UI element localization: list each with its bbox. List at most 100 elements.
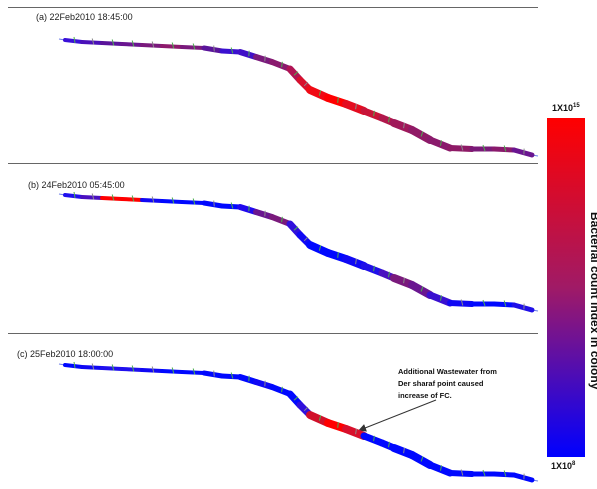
cross-section-tick [420,286,424,292]
river-segment [80,195,104,200]
cross-section-tick [403,277,405,284]
cross-section-tick [460,469,464,476]
cross-section-tick [337,422,339,428]
cross-section-tick [318,90,322,96]
cross-section-tick [213,45,215,52]
colorbar-max-base: 1X10 [552,103,574,113]
river-segment [140,43,164,48]
annotation-text: Additional Wastewater from Der sharaf po… [398,367,497,400]
cross-section-tick [337,252,339,258]
cross-section-tick [373,265,375,272]
cross-section-tick [355,428,357,435]
cross-section-tick [192,198,196,205]
cross-section-tick [388,441,390,448]
cross-section-tick [303,81,309,87]
river-segment [63,363,84,369]
colorbar [547,118,585,457]
panel-c-timestamp: 25Feb2010 18:00:00 [30,349,114,359]
river-segment [140,198,164,203]
river-segment [511,147,535,158]
river-segment [120,367,144,372]
river-segment [80,40,104,45]
panel-b-label: (b) [28,180,39,190]
river-segment [447,300,475,307]
panel-a-caption: (a) 22Feb2010 18:45:00 [36,12,133,22]
cross-section-tick [318,415,322,421]
cross-section-tick [230,202,234,209]
river-segment [160,369,184,374]
river-segment [219,48,243,55]
panel-a-label: (a) [36,12,47,22]
river-segment [63,193,84,199]
river-segment [491,301,517,308]
river-segment [447,470,475,477]
cross-section-tick [388,271,390,278]
cross-section-tick [281,61,283,68]
cross-section-tick [293,226,299,231]
river-segment [219,373,243,380]
river-segment [160,44,184,49]
river-panel-b [58,191,539,313]
cross-section-tick [131,195,135,202]
river-segment [491,471,517,478]
cross-section-tick [460,144,464,151]
annotation-arrow [358,399,437,432]
cross-section-tick [281,386,283,393]
river-panel-a [58,36,539,158]
cross-section-tick [73,361,76,369]
cross-section-tick [482,469,486,477]
cross-section-tick [73,191,76,199]
cross-section-tick [388,116,390,123]
river-segment [100,196,124,201]
cross-section-tick [91,38,95,45]
cross-section-tick [420,131,424,137]
colorbar-max-exponent: 15 [573,103,580,109]
river-segment [100,41,124,46]
river-segment [180,200,206,205]
colorbar-min-label: 1X108 [551,461,575,471]
panel-b-timestamp: 24Feb2010 05:45:00 [41,180,125,190]
panel-a-timestamp: 22Feb2010 18:45:00 [49,12,133,22]
panel-divider-1 [8,163,538,164]
colorbar-title: Bacterial count index in colony [588,212,597,390]
river-segment [120,197,144,202]
cross-section-tick [151,196,155,203]
river-segment [63,38,84,44]
river-segment [511,472,535,483]
river-segment [120,42,144,47]
river-segment [426,461,454,477]
cross-section-tick [403,447,405,454]
cross-section-tick [151,366,155,373]
cross-section-tick [73,36,76,44]
colorbar-min-base: 1X10 [551,461,573,471]
cross-section-tick [111,39,115,46]
cross-section-tick [373,435,375,442]
cross-section-tick [111,194,115,201]
cross-section-tick [337,97,339,103]
cross-section-tick [131,40,135,47]
panel-divider-2 [8,333,538,334]
cross-section-tick [440,465,442,471]
panel-c-label: (c) [17,349,28,359]
cross-section-tick [303,236,309,242]
cross-section-tick [355,258,357,265]
cross-section-tick [171,42,175,49]
river-segment [201,200,225,209]
river-segment [426,136,454,152]
cross-section-tick [355,103,357,110]
cross-section-tick [213,200,215,207]
cross-section-tick [482,144,486,152]
river-segment [201,370,225,379]
cross-section-tick [151,41,155,48]
river-segment [447,145,475,152]
cross-section-tick [91,363,95,370]
cross-section-tick [171,367,175,374]
river-segment [426,291,454,307]
river-segment [140,368,164,373]
cross-section-tick [171,197,175,204]
river-segment [100,366,124,371]
cross-section-tick [373,110,375,117]
cross-section-tick [192,43,196,50]
